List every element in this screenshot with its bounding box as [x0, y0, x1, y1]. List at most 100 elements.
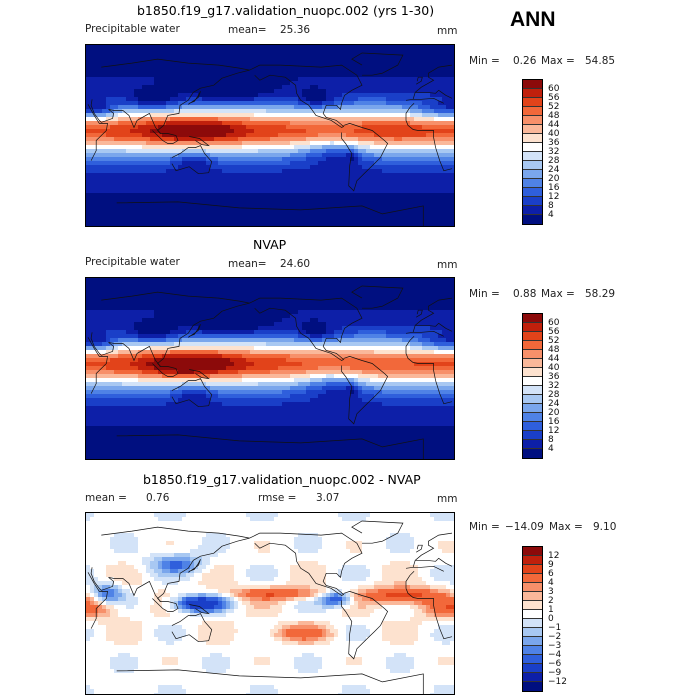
field-cell [310, 302, 315, 307]
field-cell [250, 53, 255, 58]
field-cell [190, 205, 195, 210]
field-cell [382, 93, 387, 98]
field-cell [102, 109, 107, 114]
field-cell [410, 205, 415, 210]
field-cell [198, 45, 203, 50]
field-cell [426, 57, 431, 62]
field-cell [314, 189, 319, 194]
field-cell [178, 282, 183, 287]
field-cell [250, 181, 255, 186]
field-cell [410, 117, 415, 122]
field-cell [406, 209, 411, 214]
field-cell [262, 165, 267, 170]
field-cell [162, 73, 167, 78]
field-cell [222, 185, 227, 190]
field-cell [142, 149, 147, 154]
field-cell [402, 93, 407, 98]
field-cell [250, 169, 255, 174]
panel1-max-value: 54.85 [585, 55, 616, 67]
field-cell [142, 121, 147, 126]
field-cell [402, 125, 407, 130]
field-cell [338, 153, 343, 158]
field-cell [330, 169, 335, 174]
field-cell [162, 61, 167, 66]
field-cell [338, 65, 343, 70]
field-cell [374, 89, 379, 94]
field-cell [314, 157, 319, 162]
field-cell [166, 93, 171, 98]
field-cell [414, 290, 419, 295]
field-cell [122, 145, 127, 150]
field-cell [134, 101, 139, 106]
field-cell [106, 306, 111, 311]
field-cell [150, 73, 155, 78]
field-cell [398, 153, 403, 158]
field-cell [134, 49, 139, 54]
field-cell [226, 286, 231, 291]
field-cell [246, 221, 251, 226]
field-cell [110, 306, 115, 311]
field-cell [146, 197, 151, 202]
field-cell [150, 173, 155, 178]
field-cell [102, 57, 107, 62]
field-cell [398, 129, 403, 134]
field-cell [402, 45, 407, 50]
field-cell [422, 69, 427, 74]
field-cell [410, 113, 415, 118]
field-cell [102, 129, 107, 134]
field-cell [118, 121, 123, 126]
field-cell [426, 121, 431, 126]
field-cell [406, 197, 411, 202]
field-cell [178, 49, 183, 54]
field-cell [314, 73, 319, 78]
field-cell [262, 157, 267, 162]
field-cell [222, 137, 227, 142]
field-cell [398, 117, 403, 122]
field-cell [202, 161, 207, 166]
field-cell [222, 141, 227, 146]
field-cell [302, 81, 307, 86]
field-cell [198, 69, 203, 74]
field-cell [322, 282, 327, 287]
field-cell [250, 121, 255, 126]
field-cell [154, 97, 159, 102]
field-cell [214, 157, 219, 162]
field-cell [270, 217, 275, 222]
field-cell [398, 105, 403, 110]
field-cell [110, 302, 115, 307]
field-cell [442, 149, 447, 154]
field-cell [178, 294, 183, 299]
field-cell [378, 217, 383, 222]
field-cell [418, 49, 423, 54]
field-cell [210, 153, 215, 158]
field-cell [430, 49, 435, 54]
field-cell [262, 181, 267, 186]
field-cell [322, 117, 327, 122]
field-cell [174, 101, 179, 106]
field-cell [322, 306, 327, 311]
field-cell [238, 213, 243, 218]
field-cell [234, 290, 239, 295]
field-cell [94, 201, 99, 206]
field-cell [326, 93, 331, 98]
field-cell [250, 286, 255, 291]
field-cell [154, 306, 159, 311]
field-cell [342, 113, 347, 118]
field-cell [334, 93, 339, 98]
field-cell [106, 129, 111, 134]
field-cell [402, 145, 407, 150]
field-cell [214, 161, 219, 166]
field-cell [338, 209, 343, 214]
field-cell [414, 201, 419, 206]
field-cell [254, 294, 259, 299]
field-cell [246, 57, 251, 62]
field-cell [154, 105, 159, 110]
field-cell [442, 117, 447, 122]
field-cell [118, 97, 123, 102]
field-cell [350, 129, 355, 134]
field-cell [246, 73, 251, 78]
field-cell [106, 97, 111, 102]
field-cell [90, 282, 95, 287]
field-cell [294, 286, 299, 291]
field-cell [270, 141, 275, 146]
